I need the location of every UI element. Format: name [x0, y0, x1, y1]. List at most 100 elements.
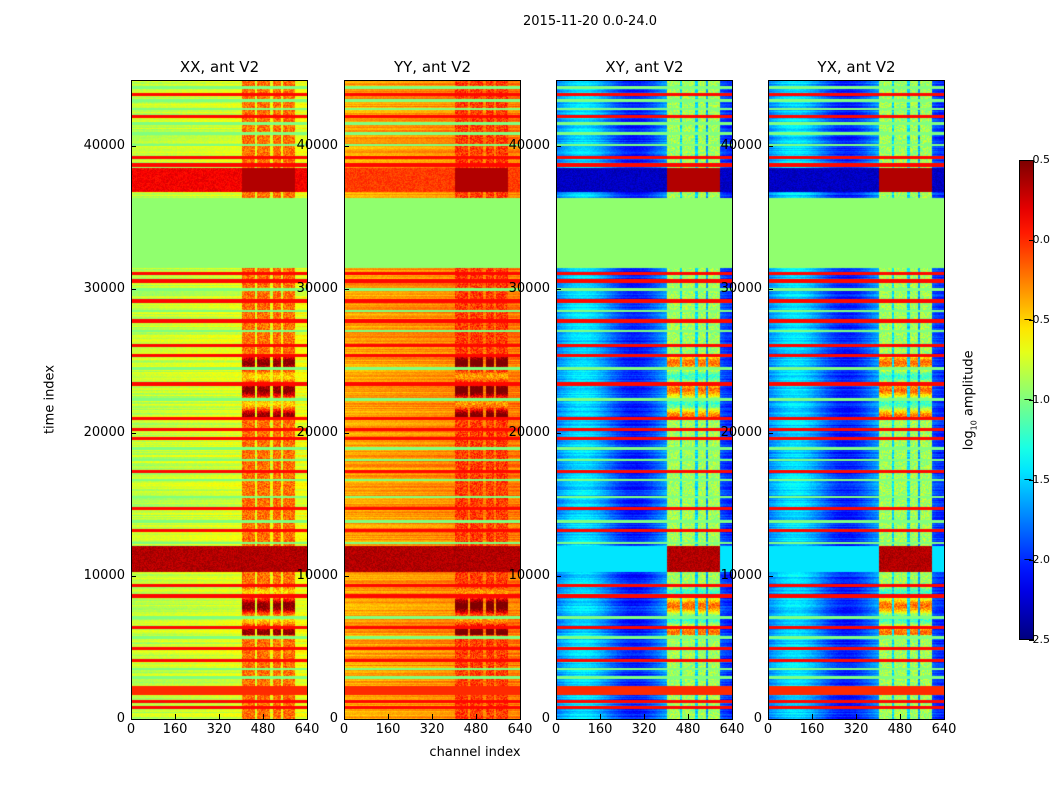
- colorbar-tick-label: −2.0: [1023, 553, 1050, 566]
- axes-frame: [768, 80, 945, 720]
- x-tick-label: 480: [887, 722, 913, 737]
- y-tick-label: 30000: [296, 281, 338, 297]
- x-tick: [344, 714, 345, 719]
- panel-title: XX, ant V2: [179, 58, 260, 76]
- figure-title: 2015-11-20 0.0-24.0: [523, 14, 657, 29]
- x-tick: [732, 714, 733, 719]
- x-tick-label: 480: [250, 722, 276, 737]
- colorbar-tick-label: −0.5: [1023, 313, 1050, 326]
- x-tick: [944, 714, 945, 719]
- x-tick-label: 640: [719, 722, 745, 737]
- heatmap-panel: XX, ant V2 0 160 320 480 640 0 10000 20000 30000 4…: [84, 58, 320, 737]
- y-tick: [131, 432, 136, 434]
- y-tick: [344, 575, 349, 577]
- x-tick-label: 160: [799, 722, 825, 737]
- y-tick-label: 10000: [720, 567, 762, 583]
- x-tick: [600, 714, 601, 719]
- y-tick-label: 40000: [83, 138, 125, 154]
- colorbar-tick: [1029, 240, 1034, 241]
- y-tick-label: 20000: [83, 424, 125, 440]
- x-tick: [812, 714, 813, 719]
- panel-title: XY, ant V2: [605, 58, 684, 76]
- heatmap-image: [556, 80, 733, 720]
- y-tick-label: 20000: [296, 424, 338, 440]
- y-tick: [768, 289, 773, 291]
- x-tick-label: 320: [206, 722, 232, 737]
- x-tick: [856, 714, 857, 719]
- axes-frame: [344, 80, 521, 720]
- y-tick-label: 40000: [296, 138, 338, 154]
- y-tick-label: 20000: [720, 424, 762, 440]
- x-tick: [263, 714, 264, 719]
- y-tick-label: 0: [329, 711, 338, 726]
- y-tick-label: 40000: [720, 138, 762, 154]
- y-tick: [344, 146, 349, 148]
- x-tick: [131, 714, 132, 719]
- y-tick-label: 10000: [83, 567, 125, 583]
- axes-frame: [556, 80, 733, 720]
- x-tick-label: 640: [931, 722, 957, 737]
- y-tick: [768, 432, 773, 434]
- x-tick: [688, 714, 689, 719]
- y-tick: [556, 719, 561, 720]
- heatmap-panel: YX, ant V2 0 160 320 480 640 0 10000 20000 30000 4…: [721, 58, 957, 737]
- x-tick: [175, 714, 176, 719]
- panel-title: YY, ant V2: [393, 58, 471, 76]
- y-tick: [556, 575, 561, 577]
- y-tick: [131, 146, 136, 148]
- x-tick-label: 0: [551, 722, 561, 737]
- x-tick: [388, 714, 389, 719]
- x-tick-label: 480: [675, 722, 701, 737]
- colorbar-tick-label: −1.0: [1023, 393, 1050, 406]
- x-tick: [432, 714, 433, 719]
- heatmap-panel: XY, ant V2 0 160 320 480 640 0 10000 20000 30000 4…: [509, 58, 745, 737]
- x-tick: [219, 714, 220, 719]
- y-tick: [768, 719, 773, 720]
- x-tick-label: 0: [763, 722, 773, 737]
- y-tick: [768, 575, 773, 577]
- y-tick-label: 20000: [508, 424, 550, 440]
- colorbar-tick-label: 0.5: [1032, 153, 1050, 166]
- colorbar-tick: [1029, 160, 1034, 161]
- heatmap-panel: YY, ant V2 0 160 320 480 640 0 10000 20000 30000 4…: [297, 58, 533, 737]
- y-tick: [556, 432, 561, 434]
- x-tick-label: 640: [507, 722, 533, 737]
- colorbar-tick: [1029, 480, 1034, 481]
- y-tick-label: 40000: [508, 138, 550, 154]
- y-tick: [131, 719, 136, 720]
- heatmap-image: [768, 80, 945, 720]
- colorbar-tick-label: −1.5: [1023, 473, 1050, 486]
- y-tick: [556, 289, 561, 291]
- x-axis-label: channel index: [429, 745, 521, 760]
- colorbar-tick: [1029, 320, 1034, 321]
- y-tick-label: 10000: [508, 567, 550, 583]
- y-tick: [556, 146, 561, 148]
- y-tick-label: 0: [753, 711, 762, 726]
- y-tick: [344, 289, 349, 291]
- x-tick-label: 0: [126, 722, 136, 737]
- x-tick-label: 320: [631, 722, 657, 737]
- y-tick: [344, 432, 349, 434]
- colorbar-tick: [1029, 640, 1034, 641]
- y-tick-label: 0: [116, 711, 125, 726]
- y-tick-label: 30000: [508, 281, 550, 297]
- heatmap-image: [131, 80, 308, 720]
- x-tick-label: 0: [339, 722, 349, 737]
- colorbar-tick: [1029, 400, 1034, 401]
- y-tick-label: 30000: [83, 281, 125, 297]
- x-tick-label: 160: [375, 722, 401, 737]
- y-tick-label: 0: [541, 711, 550, 726]
- y-tick-label: 30000: [720, 281, 762, 297]
- x-tick-label: 640: [294, 722, 320, 737]
- colorbar-tick: [1029, 560, 1034, 561]
- y-axis-label: time index: [42, 364, 58, 435]
- y-tick: [768, 146, 773, 148]
- x-tick-label: 160: [162, 722, 188, 737]
- colorbar-tick-label: −2.5: [1023, 633, 1050, 646]
- x-tick-label: 160: [587, 722, 613, 737]
- x-tick: [900, 714, 901, 719]
- x-tick: [476, 714, 477, 719]
- x-tick-label: 320: [843, 722, 869, 737]
- x-tick-label: 320: [419, 722, 445, 737]
- y-tick-label: 10000: [296, 567, 338, 583]
